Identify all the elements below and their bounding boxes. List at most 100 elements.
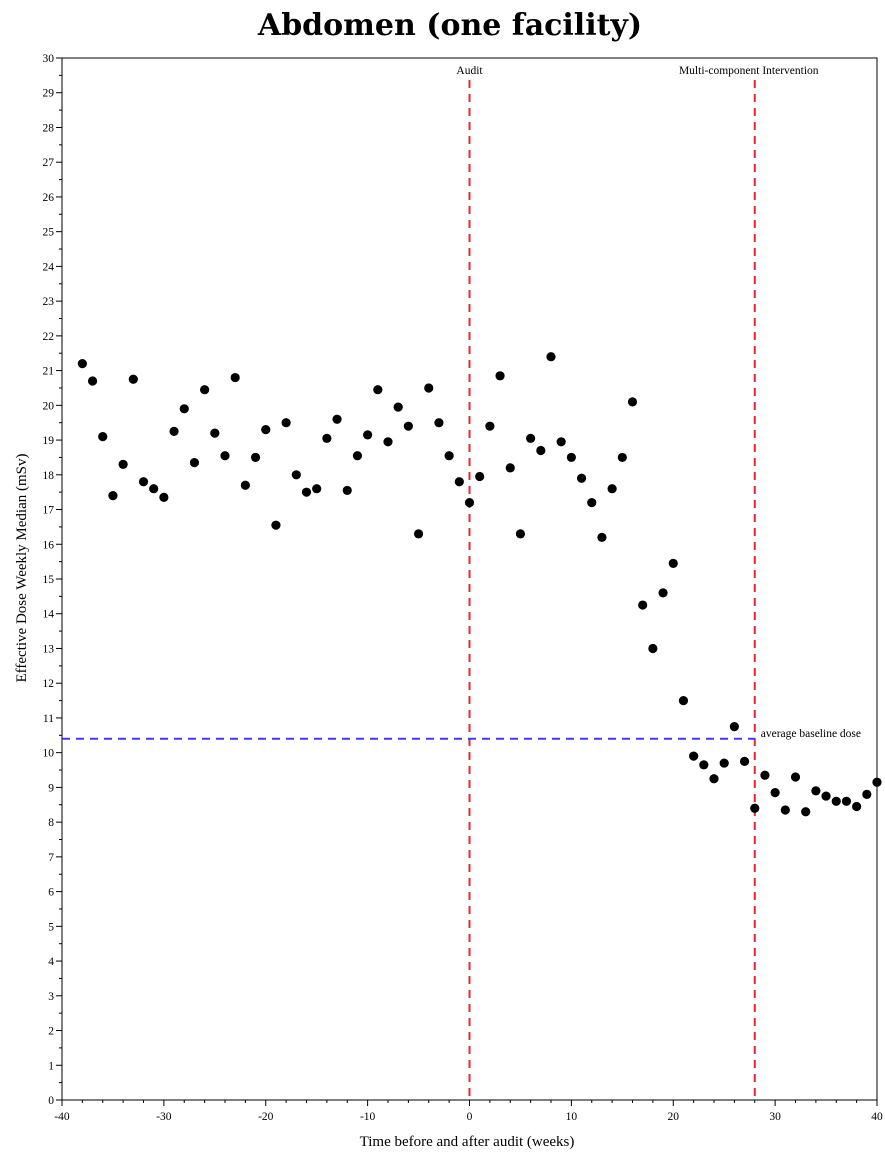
x-tick-label: 30 (769, 1111, 781, 1123)
data-point (149, 484, 159, 494)
y-tick-label: 19 (43, 435, 55, 447)
y-tick-label: 0 (48, 1095, 54, 1107)
data-point (87, 376, 98, 386)
data-point (230, 372, 240, 383)
y-tick-label: 24 (43, 261, 55, 273)
data-point (128, 374, 138, 384)
y-tick-label: 13 (43, 643, 55, 655)
data-point (312, 484, 322, 494)
data-point (464, 497, 475, 508)
data-point (689, 751, 699, 761)
data-point (424, 383, 434, 393)
data-point (495, 371, 505, 381)
y-tick-label: 14 (43, 609, 55, 621)
x-tick-label: 40 (871, 1111, 883, 1123)
data-point (780, 805, 790, 815)
data-point (363, 430, 373, 440)
x-axis: -40 -30 -20 -10 0 10 20 30 40 (54, 1100, 883, 1123)
x-tick-label: 0 (467, 1111, 473, 1123)
data-point (373, 385, 383, 395)
x-tick-label: -20 (258, 1111, 274, 1123)
data-point (638, 600, 648, 610)
y-tick-label: 15 (43, 574, 55, 586)
data-point (322, 433, 332, 443)
data-point (77, 359, 87, 369)
y-tick-label: 30 (43, 53, 55, 65)
x-tick-label: 20 (668, 1111, 680, 1123)
data-point (342, 485, 352, 496)
data-point (485, 421, 495, 431)
data-point (393, 402, 403, 412)
data-point (801, 807, 811, 817)
data-point (515, 529, 526, 539)
data-point (250, 452, 261, 463)
y-tick-label: 10 (43, 748, 55, 760)
data-point (159, 492, 169, 502)
data-point (750, 803, 760, 813)
reference-labels: Audit Multi-component Intervention average… (456, 65, 861, 740)
x-axis-label: Time before and after audit (weeks) (360, 1134, 575, 1150)
y-axis-label: Effective Dose Weekly Median (mSv) (14, 453, 30, 682)
x-tick-label: -40 (54, 1111, 70, 1123)
y-tick-label: 6 (48, 887, 54, 899)
data-point (444, 451, 454, 461)
data-point (709, 774, 719, 784)
data-point (831, 796, 841, 806)
y-tick-label: 25 (43, 227, 55, 239)
y-axis: 0123456789101112131415161718192021222324… (43, 53, 62, 1107)
data-point (505, 463, 515, 473)
data-point (403, 421, 413, 431)
data-point (240, 480, 250, 490)
data-point (291, 470, 301, 480)
y-tick-label: 2 (48, 1026, 54, 1038)
data-point (454, 477, 464, 487)
data-point (699, 760, 709, 770)
data-point (770, 788, 780, 798)
data-point (678, 695, 689, 706)
y-tick-label: 9 (48, 782, 54, 794)
data-point (200, 385, 210, 395)
data-point (138, 477, 149, 487)
data-point (546, 352, 556, 362)
y-tick-label: 4 (48, 956, 54, 968)
data-points (77, 352, 882, 817)
data-point (862, 789, 872, 799)
data-point (760, 770, 770, 780)
data-point (189, 458, 200, 468)
data-point (556, 437, 566, 447)
y-tick-label: 20 (43, 400, 55, 412)
data-point (607, 484, 617, 494)
y-tick-label: 28 (43, 122, 55, 134)
data-point (576, 473, 587, 483)
y-tick-label: 27 (43, 157, 55, 169)
data-point (179, 404, 189, 414)
reference-line-label: Audit (456, 65, 483, 77)
x-tick-label: 10 (566, 1111, 578, 1123)
data-point (658, 588, 668, 598)
y-tick-label: 29 (43, 88, 55, 100)
data-point (301, 487, 312, 497)
plot-frame (61, 57, 878, 1101)
reference-line-label: average baseline dose (761, 728, 861, 740)
data-point (261, 425, 271, 435)
data-point (536, 445, 546, 456)
y-tick-label: 12 (43, 678, 55, 690)
data-point (220, 451, 230, 461)
y-tick-label: 23 (43, 296, 55, 308)
reference-lines (62, 80, 756, 1100)
data-point (617, 452, 627, 463)
data-point (352, 451, 363, 461)
data-point (872, 777, 882, 787)
data-point (648, 643, 658, 654)
data-point (332, 414, 342, 424)
y-tick-label: 22 (43, 331, 55, 343)
y-tick-label: 7 (48, 852, 54, 864)
data-point (566, 452, 576, 463)
y-tick-label: 17 (43, 505, 55, 517)
data-point (790, 772, 801, 782)
data-point (729, 722, 739, 732)
y-tick-label: 8 (48, 817, 54, 829)
data-point (841, 796, 852, 806)
data-point (597, 532, 607, 542)
